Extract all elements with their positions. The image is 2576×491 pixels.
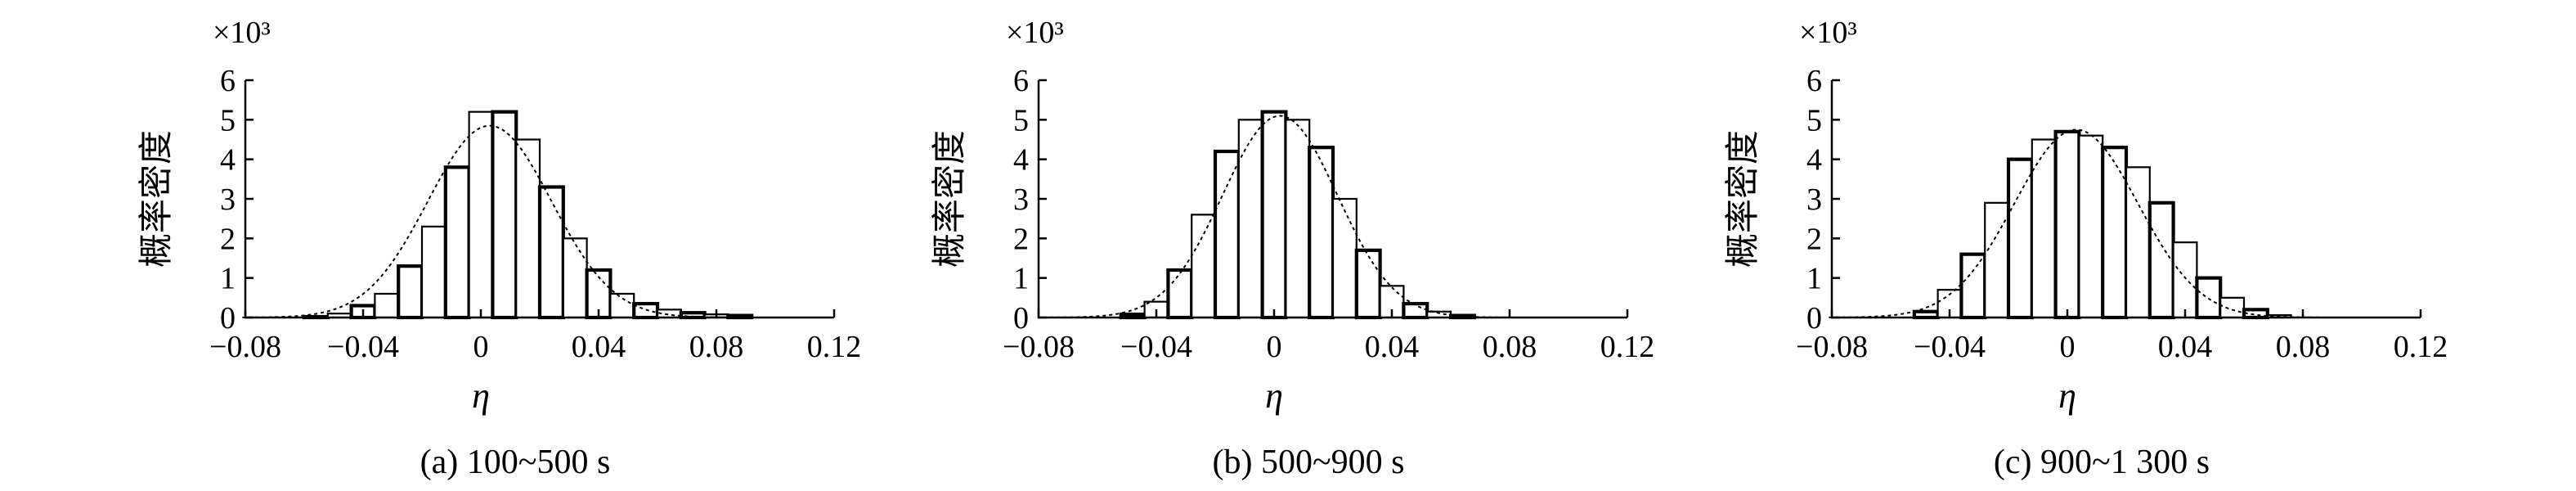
y-tick-label: 0 xyxy=(220,301,236,336)
histogram-bar xyxy=(1331,197,1358,319)
y-axis-label: 概率密度 xyxy=(136,130,176,268)
histogram-bar xyxy=(1354,248,1382,320)
histogram-bars xyxy=(1912,129,2292,320)
histogram-bar xyxy=(2147,200,2175,320)
panel-a: 0 1 2 3 4 5 6 −0.08 −0.04 0 0.04 0.08 0.12 ×10³ 概率密度 η (… xyxy=(136,16,861,481)
x-axis-label: η xyxy=(472,376,490,416)
y-tick-label: 3 xyxy=(220,182,236,217)
x-tick-label: 0 xyxy=(473,330,489,364)
y-tick-label: 4 xyxy=(1806,143,1822,178)
panel-b: 0 1 2 3 4 5 6 −0.08 −0.04 0 0.04 0.08 0.12 ×10³ 概率密度 η (… xyxy=(929,16,1654,481)
y-multiplier-label: ×10³ xyxy=(213,16,271,50)
histogram-bar xyxy=(374,292,400,319)
histogram-bar xyxy=(420,225,447,319)
y-tick-label: 5 xyxy=(1013,103,1029,137)
histogram-bars xyxy=(302,110,754,320)
histogram-bar xyxy=(562,237,588,319)
panel-caption: (c) 900~1 300 s xyxy=(1994,444,2210,481)
histogram-bar xyxy=(1402,301,1429,320)
x-tick-label: −0.04 xyxy=(1914,330,1986,364)
histogram-bar xyxy=(2031,138,2057,319)
normal-fit-curve xyxy=(1829,128,2324,318)
histogram-bar xyxy=(609,292,635,319)
histogram-bar xyxy=(1959,252,1987,320)
panel-caption: (a) 100~500 s xyxy=(420,444,611,481)
y-tick-label: 1 xyxy=(1013,262,1029,296)
y-tick-label: 6 xyxy=(1806,64,1822,98)
histogram-bar xyxy=(515,138,541,319)
x-tick-label: 0 xyxy=(1267,330,1282,364)
histogram-bar xyxy=(2219,296,2246,319)
x-tick-label: 0.12 xyxy=(2394,330,2448,364)
y-tick-label: 0 xyxy=(1806,301,1822,336)
histogram-bar xyxy=(2195,276,2223,320)
y-tick-label: 2 xyxy=(1013,222,1029,256)
x-tick-label: 0.12 xyxy=(807,330,862,364)
x-axis-label: η xyxy=(1265,376,1283,416)
x-tick-label: 0.08 xyxy=(689,330,744,364)
y-tick-label: 5 xyxy=(220,103,236,137)
histogram-bar xyxy=(2006,157,2034,320)
y-tick-label: 3 xyxy=(1806,182,1822,217)
y-tick-label: 5 xyxy=(1806,103,1822,137)
histogram-bar xyxy=(1191,214,1217,319)
y-tick-label: 6 xyxy=(1013,64,1029,98)
histogram-bar xyxy=(2101,146,2129,320)
x-tick-label: 0.04 xyxy=(1365,330,1420,364)
histogram-bar xyxy=(1285,119,1311,319)
histogram-bar xyxy=(1260,110,1288,320)
x-tick-label: −0.08 xyxy=(1796,330,1868,364)
y-multiplier-label: ×10³ xyxy=(1006,16,1064,50)
x-tick-label: 0 xyxy=(2060,330,2076,364)
histogram-bar xyxy=(397,264,424,320)
histogram-bar xyxy=(1166,268,1194,320)
histogram-bar xyxy=(2053,129,2081,320)
histogram-bar xyxy=(468,110,494,319)
histogram-bar xyxy=(1213,149,1241,320)
normal-fit-curve xyxy=(1050,115,1510,318)
x-tick-label: −0.04 xyxy=(1120,330,1192,364)
x-tick-label: 0.08 xyxy=(2276,330,2331,364)
y-tick-label: 2 xyxy=(220,222,236,256)
y-tick-label: 1 xyxy=(220,262,236,296)
y-tick-label: 3 xyxy=(1013,182,1029,217)
x-tick-label: 0.04 xyxy=(572,330,626,364)
y-multiplier-label: ×10³ xyxy=(1799,16,1857,50)
histogram-bar xyxy=(443,165,471,320)
panel-caption: (b) 500~900 s xyxy=(1212,444,1404,481)
histogram-bar xyxy=(537,185,565,320)
y-tick-label: 4 xyxy=(220,143,236,178)
y-axis-label: 概率密度 xyxy=(929,130,969,268)
y-tick-label: 2 xyxy=(1806,222,1822,256)
histogram-bars xyxy=(1119,110,1476,320)
histogram-bar xyxy=(1237,119,1263,319)
y-tick-label: 4 xyxy=(1013,143,1029,178)
histogram-bar xyxy=(632,301,660,320)
x-tick-label: −0.04 xyxy=(327,330,399,364)
histogram-bar xyxy=(491,110,518,320)
x-tick-label: 0.08 xyxy=(1483,330,1537,364)
y-tick-label: 6 xyxy=(220,64,236,98)
y-tick-label: 1 xyxy=(1806,262,1822,296)
y-tick-label: 0 xyxy=(1013,301,1029,336)
x-axis-label: η xyxy=(2058,376,2076,416)
x-tick-label: −0.08 xyxy=(209,330,281,364)
normal-fit-curve xyxy=(242,124,738,318)
x-tick-label: −0.08 xyxy=(1003,330,1075,364)
panel-c: 0 1 2 3 4 5 6 −0.08 −0.04 0 0.04 0.08 0.12 ×10³ 概率密度 η (… xyxy=(1722,16,2448,481)
histogram-bar xyxy=(2172,241,2198,319)
x-tick-label: 0.04 xyxy=(2158,330,2213,364)
histogram-bar xyxy=(2078,134,2104,319)
y-axis-label: 概率密度 xyxy=(1722,130,1762,268)
histogram-bar xyxy=(1308,146,1335,320)
x-tick-label: 0.12 xyxy=(1600,330,1655,364)
